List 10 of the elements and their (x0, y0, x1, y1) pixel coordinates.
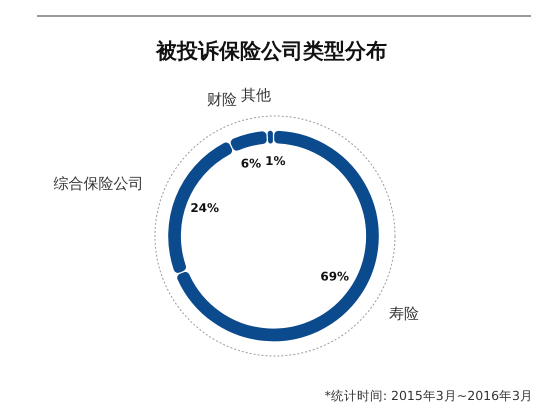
slice-label: 综合保险公司 (53, 174, 144, 192)
data-label: 69% (320, 270, 350, 284)
slice-label: 寿险 (389, 304, 420, 323)
slice-label: 财险 (206, 90, 237, 108)
data-label: 24% (190, 200, 220, 215)
data-label: 1% (265, 154, 286, 168)
text: *统计时间: 2015年3月~2016年3月 (324, 388, 533, 403)
data-label: 6% (240, 156, 262, 170)
chart-title: 被投诉保险公司类型分布 (154, 39, 388, 63)
slice-label: 其他 (240, 86, 271, 104)
